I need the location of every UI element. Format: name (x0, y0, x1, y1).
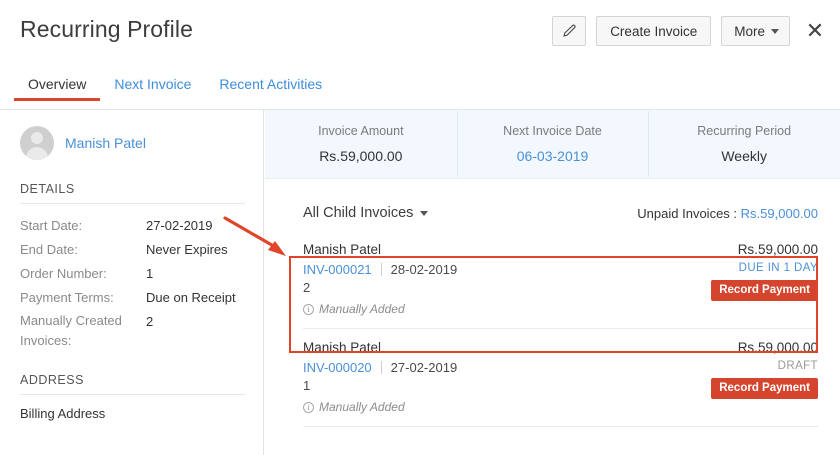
invoice-manual-note-text: Manually Added (319, 400, 405, 414)
tab-bar-divider (0, 109, 840, 110)
customer-name-link[interactable]: Manish Patel (65, 135, 146, 151)
more-label: More (734, 23, 765, 39)
billing-address-label: Billing Address (20, 406, 106, 421)
child-invoices-filter-label: All Child Invoices (303, 205, 414, 221)
chevron-down-icon (420, 210, 429, 216)
summary-bar: Invoice Amount Rs.59,000.00 Next Invoice… (265, 110, 840, 179)
invoice-manual-note: i Manually Added (303, 400, 457, 414)
invoice-number-link[interactable]: INV-000021 (303, 262, 372, 277)
invoice-list: Manish Patel INV-000021 28-02-2019 2 i M… (265, 231, 840, 427)
detail-value: Never Expires (146, 242, 228, 257)
invoice-amount: Rs.59,000.00 (737, 340, 818, 355)
tab-next-invoice[interactable]: Next Invoice (100, 76, 205, 101)
divider (380, 361, 382, 374)
page-header: Recurring Profile Create Invoice More ✕ (0, 0, 840, 64)
invoice-sequence-count: 1 (303, 378, 311, 393)
create-invoice-label: Create Invoice (610, 23, 698, 39)
divider (380, 263, 382, 276)
address-section: ADDRESS Billing Address (20, 373, 245, 421)
address-section-label: ADDRESS (20, 373, 84, 387)
details-sidebar: Manish Patel DETAILS Start Date: 27-02-2… (0, 110, 264, 455)
tab-bar: Overview Next Invoice Recent Activities (0, 76, 840, 110)
status-badge: DRAFT (777, 360, 818, 372)
invoice-customer-name: Manish Patel (303, 242, 382, 257)
list-item[interactable]: Manish Patel INV-000021 28-02-2019 2 i M… (303, 231, 818, 329)
invoice-date: 28-02-2019 (390, 262, 458, 277)
unpaid-invoices-label: Unpaid Invoices : (637, 205, 738, 221)
detail-row-manually-created-invoices: Manually Created Invoices: 2 (20, 311, 245, 351)
detail-value: 1 (146, 266, 154, 281)
details-section-label: DETAILS (20, 182, 75, 196)
summary-value[interactable]: 06-03-2019 (516, 148, 589, 164)
customer-row[interactable]: Manish Patel (20, 126, 245, 160)
detail-key: Manually Created Invoices: (20, 313, 122, 348)
detail-value: 27-02-2019 (146, 218, 213, 233)
header-actions: Create Invoice More ✕ (552, 16, 828, 46)
invoice-list-header: All Child Invoices Unpaid Invoices : Rs.… (265, 179, 840, 231)
list-item[interactable]: Manish Patel INV-000020 27-02-2019 1 i M… (303, 329, 818, 427)
detail-value: Due on Receipt (146, 290, 236, 305)
detail-key: End Date: (20, 242, 78, 257)
summary-invoice-amount: Invoice Amount Rs.59,000.00 (265, 124, 457, 164)
detail-value: 2 (146, 314, 154, 329)
unpaid-invoices-amount[interactable]: Rs.59,000.00 (740, 205, 818, 221)
tab-recent-activities[interactable]: Recent Activities (205, 76, 336, 101)
invoice-manual-note: i Manually Added (303, 302, 457, 316)
summary-label: Invoice Amount (318, 124, 404, 138)
summary-label: Next Invoice Date (503, 124, 602, 138)
tab-overview[interactable]: Overview (14, 76, 101, 101)
summary-recurring-period: Recurring Period Weekly (648, 111, 840, 177)
edit-button[interactable] (552, 16, 587, 46)
invoice-amount: Rs.59,000.00 (737, 242, 818, 257)
detail-row-payment-terms: Payment Terms: Due on Receipt (20, 287, 245, 309)
invoice-manual-note-text: Manually Added (319, 302, 405, 316)
record-payment-button[interactable]: Record Payment (711, 280, 818, 301)
pencil-icon (562, 24, 577, 39)
invoice-meta: INV-000021 28-02-2019 (303, 262, 457, 277)
detail-row-order-number: Order Number: 1 (20, 263, 245, 285)
summary-next-invoice-date: Next Invoice Date 06-03-2019 (456, 111, 649, 177)
status-badge: DUE IN 1 DAY (738, 262, 818, 274)
invoice-date: 27-02-2019 (390, 360, 458, 375)
detail-key: Payment Terms: (20, 290, 114, 305)
invoice-customer-name: Manish Patel (303, 340, 382, 355)
tab-overview-label: Overview (28, 76, 87, 92)
detail-row-end-date: End Date: Never Expires (20, 239, 245, 261)
detail-row-start-date: Start Date: 27-02-2019 (20, 215, 245, 237)
details-divider (20, 203, 245, 204)
info-icon: i (303, 303, 314, 315)
page-title: Recurring Profile (20, 16, 193, 42)
detail-key: Order Number: (20, 266, 107, 281)
user-avatar-icon (20, 126, 54, 160)
info-icon: i (303, 401, 314, 413)
detail-key: Start Date: (20, 218, 83, 233)
more-button[interactable]: More (721, 16, 790, 46)
record-payment-button[interactable]: Record Payment (711, 378, 818, 399)
summary-value: Weekly (721, 148, 767, 164)
invoice-sequence-count: 2 (303, 280, 311, 295)
unpaid-invoices-summary: Unpaid Invoices : Rs.59,000.00 (637, 206, 818, 221)
address-divider (20, 394, 245, 395)
invoice-number-link[interactable]: INV-000020 (303, 360, 372, 375)
close-icon[interactable]: ✕ (805, 18, 825, 43)
chevron-down-icon (771, 28, 779, 34)
main-content: Invoice Amount Rs.59,000.00 Next Invoice… (265, 110, 840, 455)
invoice-meta: INV-000020 27-02-2019 (303, 360, 457, 375)
tab-next-invoice-label: Next Invoice (114, 76, 192, 92)
child-invoices-filter-dropdown[interactable]: All Child Invoices (303, 205, 429, 221)
create-invoice-button[interactable]: Create Invoice (596, 16, 712, 46)
summary-value: Rs.59,000.00 (319, 148, 403, 164)
tab-recent-activities-label: Recent Activities (219, 76, 323, 92)
summary-label: Recurring Period (697, 124, 792, 138)
